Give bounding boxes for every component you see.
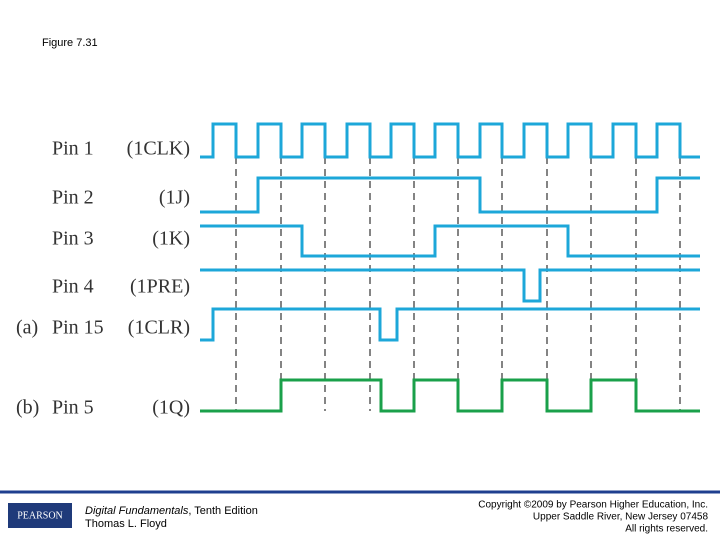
pin-label: Pin 15 [52,317,104,339]
j-wave [200,176,700,214]
signal-label: (1CLR) [128,317,190,339]
logo-box [8,503,72,528]
copyright: All rights reserved. [625,524,708,535]
copyright: Upper Saddle River, New Jersey 07458 [533,512,709,523]
dashed-guides [235,157,681,411]
q-wave [200,378,700,413]
signal-label: (1CLK) [127,138,190,160]
k-wave [200,224,700,258]
pre-wave [200,268,700,303]
logo: PEARSON [17,510,63,521]
clr-wave [200,307,700,342]
author: Thomas L. Floyd [85,518,167,530]
signal-label: (1PRE) [130,276,190,298]
edition: , Tenth Edition [188,505,258,517]
signal-label: (1Q) [152,397,190,419]
book-title: Digital Fundamentals [85,505,189,517]
pin-label: Pin 4 [52,276,94,298]
pin-label: Pin 3 [52,228,94,250]
pin-label: Pin 5 [52,397,94,419]
clk-wave [200,122,700,159]
signal-label: (1J) [159,187,190,209]
figure-title: Figure 7.31 [42,37,98,49]
signal-label: (1K) [152,228,190,250]
part-label: (a) [16,317,38,339]
pin-label: Pin 1 [52,138,94,160]
copyright: Copyright ©2009 by Pearson Higher Educat… [478,500,708,511]
part-label: (b) [16,397,39,419]
book: Digital Fundamentals, Tenth Edition [85,505,258,517]
pin-label: Pin 2 [52,187,94,209]
